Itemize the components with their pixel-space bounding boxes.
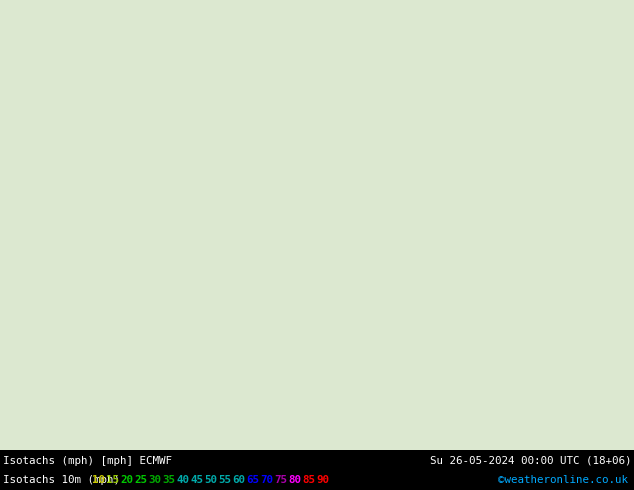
- Text: 55: 55: [218, 475, 231, 485]
- Text: Su 26-05-2024 00:00 UTC (18+06): Su 26-05-2024 00:00 UTC (18+06): [429, 456, 631, 466]
- Text: 60: 60: [232, 475, 245, 485]
- Text: Isotachs (mph) [mph] ECMWF: Isotachs (mph) [mph] ECMWF: [3, 456, 172, 466]
- Text: Isotachs 10m (mph): Isotachs 10m (mph): [3, 475, 120, 485]
- Text: 50: 50: [204, 475, 217, 485]
- Text: 25: 25: [134, 475, 147, 485]
- Text: 45: 45: [190, 475, 204, 485]
- Text: 10: 10: [92, 475, 105, 485]
- Text: 75: 75: [275, 475, 287, 485]
- Text: 80: 80: [288, 475, 302, 485]
- Text: 40: 40: [176, 475, 189, 485]
- Text: 70: 70: [261, 475, 273, 485]
- Text: 15: 15: [106, 475, 119, 485]
- Text: ©weatheronline.co.uk: ©weatheronline.co.uk: [498, 475, 628, 485]
- Text: 20: 20: [120, 475, 133, 485]
- Text: 85: 85: [302, 475, 316, 485]
- Text: 65: 65: [247, 475, 259, 485]
- Text: 35: 35: [162, 475, 175, 485]
- Text: 30: 30: [148, 475, 161, 485]
- Text: 90: 90: [316, 475, 330, 485]
